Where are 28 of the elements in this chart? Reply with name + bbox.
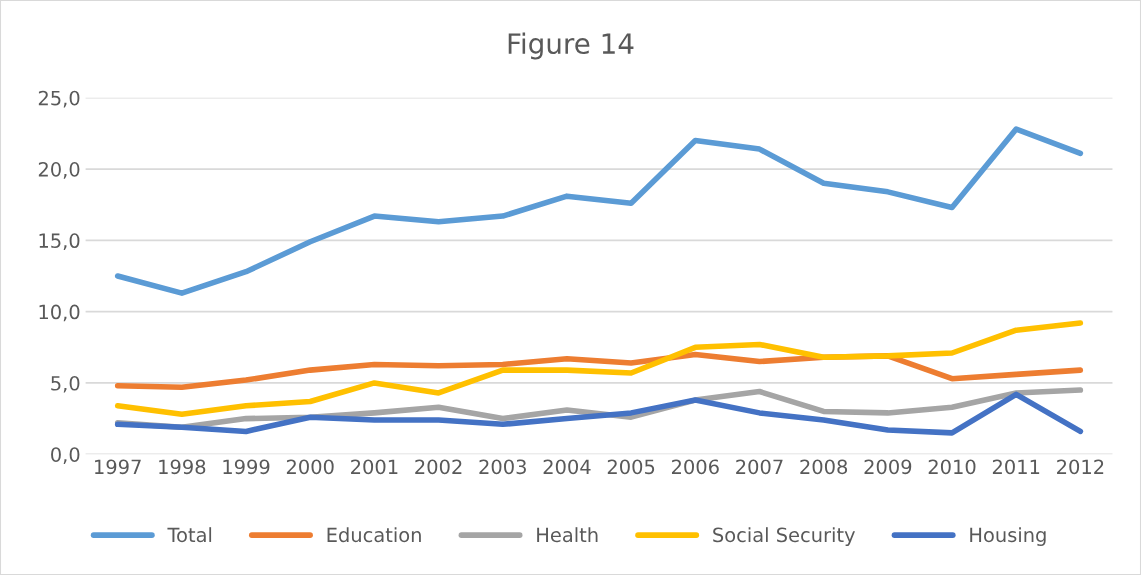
chart-title: Figure 14	[508, 32, 634, 60]
x-tick-label: 2011	[992, 459, 1040, 475]
x-tick-label: 2003	[479, 459, 526, 475]
x-tick-label: 1998	[159, 459, 206, 475]
y-tick-label: 10,0	[39, 304, 80, 322]
legend-label: Housing	[970, 527, 1046, 546]
legend-label: Total	[167, 527, 212, 543]
x-tick-label: 2005	[607, 459, 655, 475]
x-tick-label: 2001	[351, 459, 398, 475]
y-tick-label: 0,0	[51, 447, 80, 464]
legend-label: Social Security	[713, 527, 855, 546]
legend-label: Health	[537, 527, 598, 543]
x-tick-label: 2002	[415, 459, 462, 475]
x-tick-label: 1997	[95, 459, 141, 475]
x-tick-label: 2010	[928, 459, 976, 475]
x-tick-label: 2007	[736, 459, 783, 475]
legend-label: Education	[327, 527, 421, 543]
y-tick-label: 20,0	[38, 162, 80, 179]
y-tick-label: 25,0	[38, 90, 80, 108]
y-tick-label: 5,0	[51, 375, 80, 393]
x-tick-label: 2012	[1057, 459, 1104, 475]
y-tick-label: 15,0	[39, 233, 80, 250]
x-tick-label: 1999	[223, 459, 270, 475]
x-tick-label: 2006	[671, 459, 719, 475]
x-tick-label: 2000	[286, 459, 334, 475]
x-tick-label: 2009	[864, 459, 912, 475]
x-tick-label: 2004	[543, 459, 591, 475]
x-tick-label: 2008	[800, 459, 848, 475]
